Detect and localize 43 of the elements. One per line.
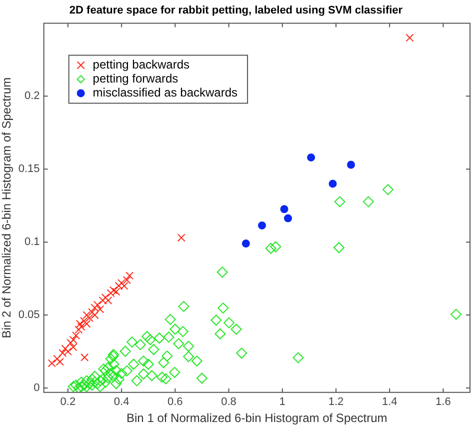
point xyxy=(406,34,414,42)
legend-label: petting forwards xyxy=(92,72,178,86)
point xyxy=(80,353,89,362)
y-tick-label: 0.15 xyxy=(18,163,40,176)
point xyxy=(101,294,110,302)
point xyxy=(53,354,62,363)
legend-label: petting backwards xyxy=(92,58,190,72)
x-tick-label: 1.6 xyxy=(436,396,451,408)
x-tick-label: 0.4 xyxy=(114,396,130,408)
y-tick-label: 0.2 xyxy=(24,90,40,102)
x-tick-label: 1 xyxy=(279,396,286,408)
point xyxy=(66,338,75,347)
y-axis-title: Bin 2 of Normalized 6-bin Histogram of Spectrum xyxy=(0,77,14,338)
point xyxy=(280,205,288,214)
point xyxy=(56,358,64,366)
x-tick-label: 0.6 xyxy=(168,396,183,408)
point xyxy=(48,359,56,368)
point xyxy=(98,296,107,304)
x-tick-label: 1.2 xyxy=(328,396,344,408)
x-tick-label: 1.4 xyxy=(382,396,398,408)
point xyxy=(284,214,292,222)
legend-label: misclassified as backwards xyxy=(92,86,238,100)
y-tick-label: 0.1 xyxy=(24,236,40,248)
chart-title: 2D feature space for rabbit petting, labeled using SVM classifier xyxy=(69,4,404,17)
point xyxy=(93,300,102,309)
point xyxy=(64,348,72,356)
point xyxy=(61,344,70,353)
point xyxy=(58,348,67,358)
point xyxy=(307,153,316,162)
point xyxy=(109,286,118,294)
x-tick-label: 0.8 xyxy=(221,396,236,408)
point xyxy=(328,180,337,188)
point xyxy=(118,278,126,287)
point xyxy=(177,234,186,242)
point xyxy=(346,160,355,169)
y-tick-label: 0 xyxy=(34,382,40,394)
point xyxy=(126,272,134,280)
point xyxy=(242,240,250,248)
point xyxy=(258,221,266,230)
x-tick-label: 0.2 xyxy=(60,396,76,408)
y-tick-label: 0.05 xyxy=(18,309,40,322)
point xyxy=(96,305,104,314)
x-axis-title: Bin 1 of Normalized 6-bin Histogram of Spectrum xyxy=(126,411,388,426)
